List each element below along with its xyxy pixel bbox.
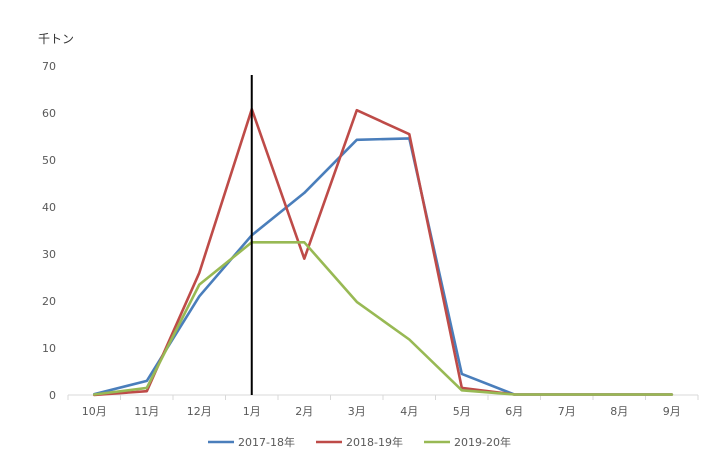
y-tick-label: 10 [42,342,56,355]
legend-item: 2018-19年 [316,435,403,449]
legend-item: 2017-18年 [208,435,295,449]
x-tick-label: 6月 [505,405,523,418]
x-tick-label: 12月 [187,405,212,418]
legend-label: 2018-19年 [346,435,403,449]
x-tick-label: 5月 [453,405,471,418]
y-tick-label: 0 [49,389,56,402]
legend-label: 2019-20年 [454,435,511,449]
legend-item: 2019-20年 [424,435,511,449]
series-line-2 [93,107,674,397]
y-tick-label: 30 [42,248,56,261]
y-axis-ticks: 0 10 20 30 40 50 60 70 [42,60,56,402]
y-tick-label: 40 [42,201,56,214]
x-tick-label: 2月 [295,405,313,418]
x-tick-label: 1月 [243,405,261,418]
legend: 2017-18年 2018-19年 2019-20年 [208,435,511,449]
y-tick-label: 50 [42,154,56,167]
y-axis-unit-label: 千トン [38,32,74,46]
x-tick-label: 8月 [610,405,628,418]
y-tick-label: 60 [42,107,56,120]
series-line-3 [93,241,674,396]
x-tick-label: 10月 [82,405,107,418]
x-tick-label: 7月 [558,405,576,418]
y-tick-label: 20 [42,295,56,308]
x-axis: 10月 11月 12月 1月 2月 3月 4月 5月 6月 7月 8月 9月 [67,394,699,418]
x-tick-label: 11月 [134,405,159,418]
series-line-1 [93,137,674,396]
y-tick-label: 70 [42,60,56,73]
x-tick-label: 9月 [663,405,681,418]
legend-label: 2017-18年 [238,435,295,449]
series-lines [93,107,674,397]
x-tick-label: 3月 [348,405,366,418]
x-tick-label: 4月 [400,405,418,418]
